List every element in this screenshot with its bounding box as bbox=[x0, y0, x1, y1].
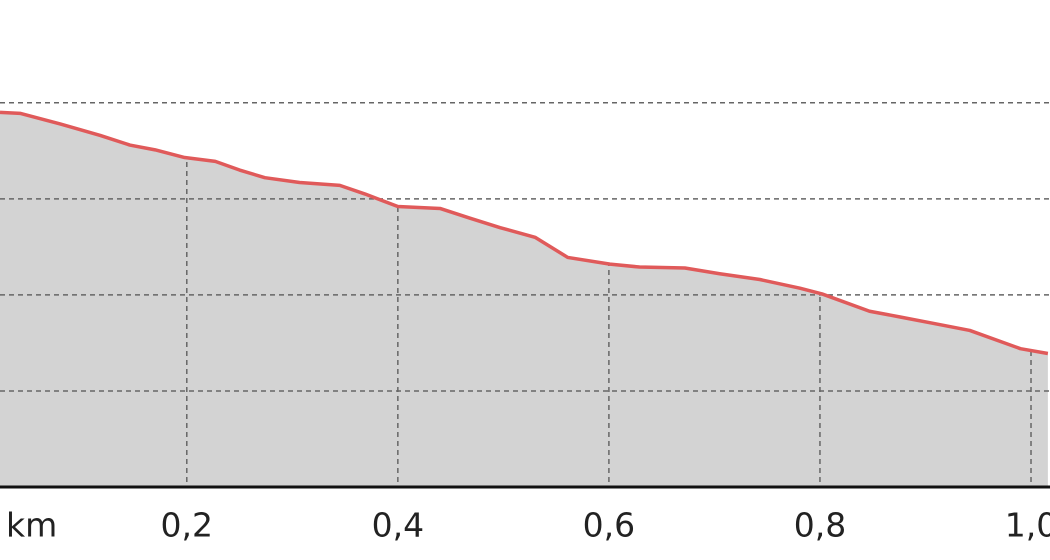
x-tick-label: 0,8 bbox=[794, 506, 846, 545]
x-tick-label: 0,6 bbox=[583, 506, 635, 545]
elevation-line bbox=[0, 110, 1049, 356]
x-tick-label: 0,2 bbox=[161, 506, 213, 545]
area-fill bbox=[0, 112, 1048, 487]
x-axis-label: km bbox=[6, 506, 57, 545]
x-tick-label: 0,4 bbox=[372, 506, 424, 545]
x-tick-label: 1,0 bbox=[1005, 506, 1050, 545]
